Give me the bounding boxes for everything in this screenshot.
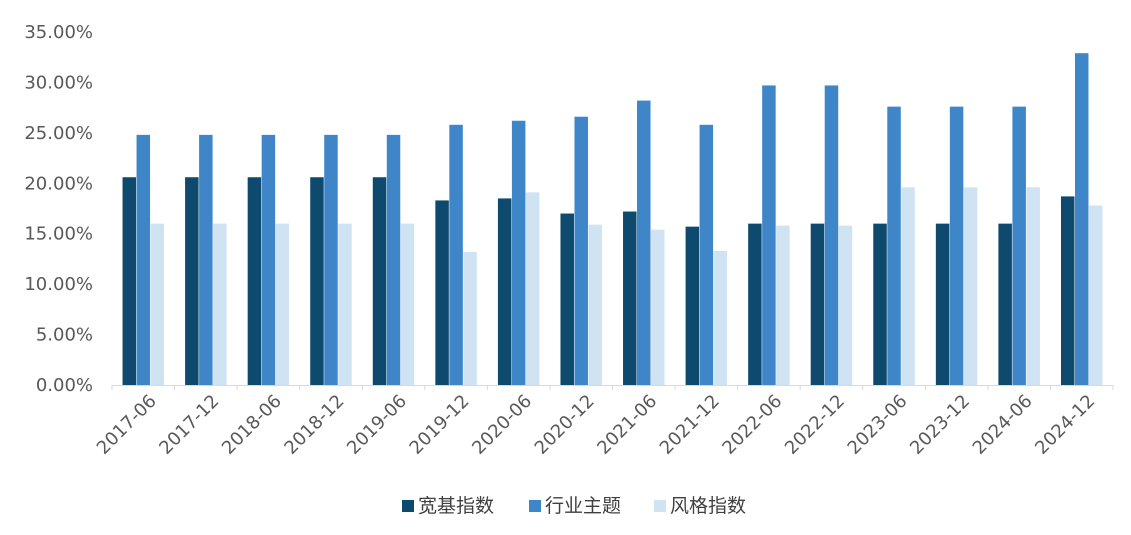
bar-宽基指数-2024-06 — [998, 223, 1012, 385]
bar-行业主题-2023-12 — [949, 106, 964, 385]
bar-行业主题-2021-12 — [699, 124, 714, 385]
bar-风格指数-2024-06 — [1026, 187, 1040, 385]
bar-风格指数-2021-12 — [713, 250, 728, 385]
bar-宽基指数-2017-12 — [185, 177, 199, 385]
x-tick-label: 2023-06 — [844, 391, 912, 459]
x-tick-label: 2024-06 — [969, 391, 1037, 459]
bar-宽基指数-2018-06 — [247, 177, 262, 385]
bar-行业主题-2019-06 — [386, 134, 401, 385]
bars — [122, 53, 1103, 386]
bar-行业主题-2023-06 — [887, 106, 901, 385]
x-tick-label: 2018-12 — [280, 391, 348, 459]
y-tick-label: 30.00% — [24, 72, 93, 93]
bar-风格指数-2019-06 — [400, 223, 415, 385]
bar-行业主题-2022-06 — [762, 85, 776, 385]
legend-label: 风格指数 — [670, 495, 746, 517]
bar-行业主题-2021-06 — [637, 100, 651, 385]
bar-宽基指数-2021-06 — [623, 211, 637, 385]
bar-宽基指数-2018-12 — [310, 177, 324, 385]
bar-宽基指数-2019-06 — [372, 177, 387, 385]
bar-宽基指数-2021-12 — [685, 226, 700, 385]
bar-行业主题-2024-06 — [1012, 106, 1026, 385]
bar-风格指数-2021-06 — [651, 229, 665, 385]
bar-行业主题-2018-06 — [261, 134, 276, 385]
bar-行业主题-2018-12 — [324, 134, 338, 385]
x-tick-label: 2017-12 — [155, 391, 223, 459]
bar-风格指数-2017-06 — [150, 223, 165, 385]
bar-风格指数-2024-12 — [1088, 205, 1103, 385]
x-axis-ticks — [111, 385, 1114, 390]
bar-风格指数-2018-06 — [275, 223, 290, 385]
bar-风格指数-2022-12 — [838, 225, 853, 385]
x-tick-label: 2019-12 — [406, 391, 474, 459]
x-tick-label: 2021-12 — [656, 391, 724, 459]
bar-宽基指数-2019-12 — [435, 200, 449, 385]
bar-行业主题-2017-12 — [199, 134, 213, 385]
bar-宽基指数-2022-12 — [810, 223, 825, 385]
bar-宽基指数-2020-06 — [497, 198, 512, 385]
x-tick-label: 2018-06 — [218, 391, 286, 459]
legend-swatch-宽基指数 — [402, 500, 414, 512]
bar-风格指数-2022-06 — [776, 225, 790, 385]
bar-风格指数-2017-12 — [213, 223, 227, 385]
x-tick-label: 2020-06 — [468, 391, 536, 459]
y-axis: 0.00% 5.00% 10.00% 15.00% 20.00% 25.00% 30.00%… — [24, 22, 93, 396]
bar-风格指数-2018-12 — [338, 223, 352, 385]
bar-风格指数-2023-06 — [901, 187, 915, 385]
y-tick-label: 10.00% — [24, 274, 93, 295]
bar-行业主题-2020-06 — [511, 120, 526, 385]
x-tick-label: 2023-12 — [906, 391, 974, 459]
y-tick-label: 15.00% — [24, 224, 93, 245]
x-tick-label: 2024-12 — [1031, 391, 1099, 459]
bar-行业主题-2017-06 — [136, 134, 151, 385]
y-tick-label: 20.00% — [24, 173, 93, 194]
y-tick-label: 0.00% — [36, 375, 93, 396]
bar-行业主题-2019-12 — [449, 124, 463, 385]
bar-宽基指数-2024-12 — [1060, 196, 1075, 385]
bar-行业主题-2024-12 — [1074, 53, 1089, 386]
y-tick-label: 5.00% — [36, 325, 93, 346]
y-tick-label: 35.00% — [24, 22, 93, 43]
legend-swatch-行业主题 — [529, 500, 541, 512]
bar-宽基指数-2020-12 — [560, 213, 574, 385]
legend-label: 宽基指数 — [418, 495, 494, 517]
x-tick-label: 2019-06 — [343, 391, 411, 459]
legend-swatch-风格指数 — [654, 500, 666, 512]
bar-风格指数-2020-12 — [588, 224, 602, 385]
bar-风格指数-2020-06 — [525, 192, 540, 385]
x-tick-label: 2022-12 — [781, 391, 849, 459]
x-axis-labels: 2017-062017-122018-062018-122019-062019-… — [93, 391, 1099, 459]
bar-宽基指数-2017-06 — [122, 177, 137, 385]
x-tick-label: 2017-06 — [93, 391, 161, 459]
bar-宽基指数-2023-06 — [873, 223, 887, 385]
x-tick-label: 2020-12 — [531, 391, 599, 459]
x-tick-label: 2022-06 — [718, 391, 786, 459]
bar-行业主题-2020-12 — [574, 116, 588, 385]
bar-风格指数-2019-12 — [463, 251, 477, 385]
y-tick-label: 25.00% — [24, 123, 93, 144]
legend-label: 行业主题 — [545, 495, 621, 517]
bar-行业主题-2022-12 — [824, 85, 839, 385]
legend: 宽基指数 行业主题 风格指数 — [402, 495, 746, 517]
x-tick-label: 2021-06 — [593, 391, 661, 459]
bar-风格指数-2023-12 — [963, 187, 978, 385]
bar-宽基指数-2022-06 — [748, 223, 762, 385]
bar-宽基指数-2023-12 — [935, 223, 950, 385]
